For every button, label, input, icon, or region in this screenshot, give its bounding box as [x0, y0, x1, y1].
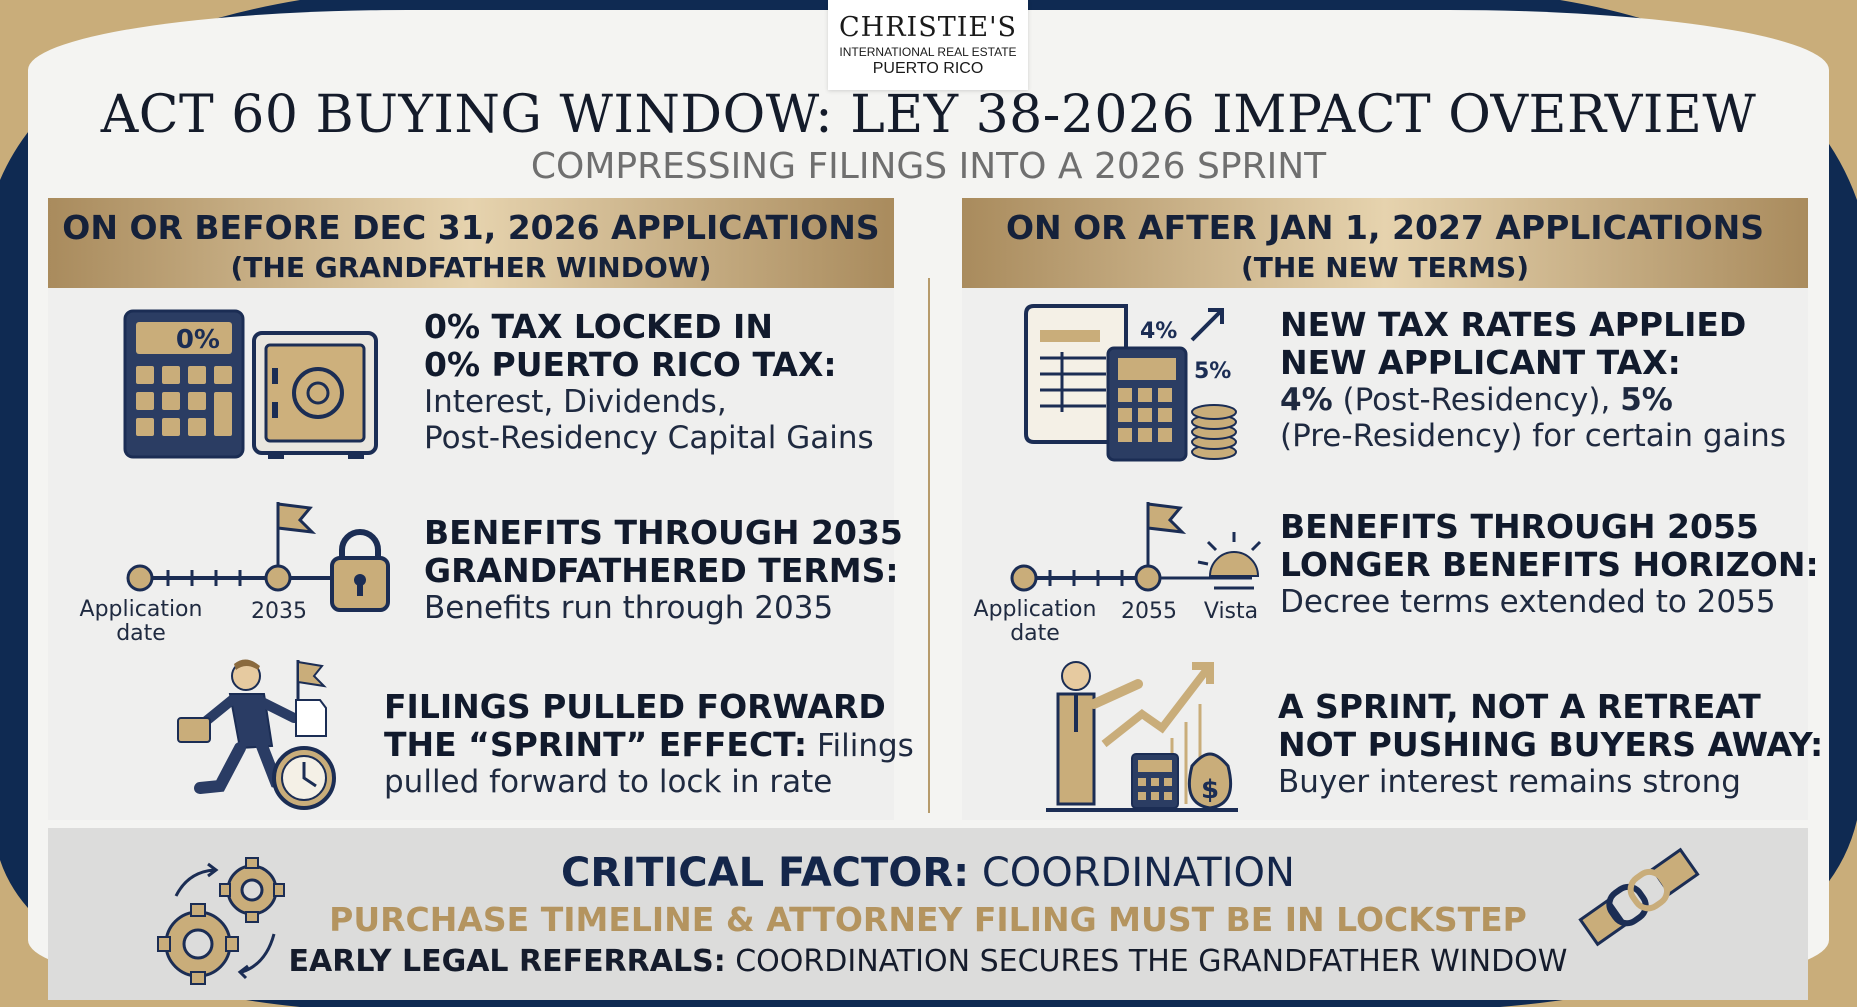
right-rate-4-note: (Post-Residency),: [1332, 382, 1621, 418]
page-title: ACT 60 BUYING WINDOW: LEY 38-2026 IMPACT…: [100, 85, 1757, 145]
calculator-label: 0%: [176, 325, 220, 355]
left-timeline-start-label: Application date: [79, 597, 203, 646]
right-timeline-end-label: Vista: [1203, 599, 1259, 624]
footer-referrals-label: EARLY LEGAL REFERRALS:: [288, 944, 726, 979]
rate-tag-4: 4%: [1140, 319, 1177, 344]
rate-tag-5: 5%: [1194, 359, 1231, 384]
left-row-1: 0% TAX LOCKED IN 0% PUERTO RICO TAX: Int…: [424, 307, 874, 457]
right-row-1-title: NEW TAX RATES APPLIED: [1280, 305, 1747, 344]
right-row-3-subtitle: NOT PUSHING BUYERS AWAY:: [1278, 725, 1824, 764]
footer-critical-label: CRITICAL FACTOR:: [561, 850, 970, 896]
timeline-sunrise-icon: [1010, 502, 1262, 592]
left-column-header: ON OR BEFORE DEC 31, 2026 APPLICATIONS (…: [48, 198, 894, 288]
left-row-2: BENEFITS THROUGH 2035 GRANDFATHERED TERM…: [424, 513, 903, 627]
left-timeline-end-label: 2035: [251, 599, 307, 624]
timeline-lock-icon: [126, 502, 390, 612]
right-row-1: NEW TAX RATES APPLIED NEW APPLICANT TAX:…: [1280, 305, 1786, 455]
logo-line3: PUERTO RICO: [872, 60, 984, 77]
left-row-1-body1: Interest, Dividends,: [424, 384, 727, 420]
footer-line2: PURCHASE TIMELINE & ATTORNEY FILING MUST…: [329, 900, 1527, 939]
left-row-3: FILINGS PULLED FORWARD THE “SPRINT” EFFE…: [384, 687, 914, 801]
handshake-chain-icon: [1578, 847, 1700, 947]
gears-icon: [157, 857, 285, 985]
right-row-1-subtitle: NEW APPLICANT TAX:: [1280, 343, 1681, 382]
right-timeline-start-label: Application date: [973, 597, 1097, 646]
left-row-2-subtitle: GRANDFATHERED TERMS:: [424, 551, 899, 590]
left-row-1-title: 0% TAX LOCKED IN: [424, 307, 773, 346]
growth-chart-businessman-icon: $: [1046, 661, 1238, 812]
left-row-3-subtitle: THE “SPRINT” EFFECT: Filings: [384, 725, 914, 765]
calculator-safe-icon: 0%: [123, 309, 378, 459]
left-row-2-body1: Benefits run through 2035: [424, 590, 834, 626]
logo-line2: INTERNATIONAL REAL ESTATE: [839, 45, 1017, 59]
right-row-3-body1: Buyer interest remains strong: [1278, 764, 1741, 800]
document-calculator-coins-icon: 4% 5%: [1024, 304, 1237, 462]
right-row-3-title: A SPRINT, NOT A RETREAT: [1278, 687, 1761, 726]
right-row-1-body1: 4% (Post-Residency), 5%: [1280, 382, 1786, 418]
christies-logo: CHRISTIE'S INTERNATIONAL REAL ESTATE PUE…: [828, 0, 1028, 90]
right-row-2-title: BENEFITS THROUGH 2055: [1280, 507, 1759, 546]
running-businessman-icon: [177, 659, 336, 810]
right-row-3: A SPRINT, NOT A RETREAT NOT PUSHING BUYE…: [1278, 687, 1824, 801]
right-rate-4: 4%: [1280, 382, 1333, 418]
right-row-2-body1: Decree terms extended to 2055: [1280, 584, 1776, 620]
footer-critical-value: COORDINATION: [969, 850, 1295, 896]
right-rate-5: 5%: [1620, 382, 1673, 418]
footer-line3: EARLY LEGAL REFERRALS: COORDINATION SECU…: [48, 944, 1808, 979]
right-timeline-mid-label: 2055: [1121, 599, 1177, 624]
left-row-3-subtitle-rest: Filings: [807, 728, 914, 764]
right-header-line1: ON OR AFTER JAN 1, 2027 APPLICATIONS: [1005, 208, 1765, 247]
svg-text:$: $: [1201, 775, 1219, 805]
left-header-line1: ON OR BEFORE DEC 31, 2026 APPLICATIONS: [62, 208, 880, 247]
left-row-3-title: FILINGS PULLED FORWARD: [384, 687, 886, 726]
column-divider: [928, 278, 930, 813]
left-row-1-body2: Post-Residency Capital Gains: [424, 420, 874, 456]
footer-line1: CRITICAL FACTOR: COORDINATION: [48, 850, 1808, 896]
page-subtitle: COMPRESSING FILINGS INTO A 2026 SPRINT: [530, 146, 1327, 187]
left-row-3-subtitle-bold: THE “SPRINT” EFFECT:: [384, 725, 808, 764]
right-column-header: ON OR AFTER JAN 1, 2027 APPLICATIONS (TH…: [962, 198, 1808, 288]
footer-panel: CRITICAL FACTOR: COORDINATION PURCHASE T…: [48, 828, 1808, 1000]
right-row-2-subtitle: LONGER BENEFITS HORIZON:: [1280, 545, 1819, 584]
footer-referrals-value: COORDINATION SECURES THE GRANDFATHER WIN…: [725, 944, 1568, 979]
right-header-line2: (THE NEW TERMS): [1240, 251, 1529, 284]
right-row-2: BENEFITS THROUGH 2055 LONGER BENEFITS HO…: [1280, 507, 1819, 621]
right-row-1-body2: (Pre-Residency) for certain gains: [1280, 418, 1786, 454]
logo-name: CHRISTIE'S: [839, 12, 1017, 43]
left-row-2-title: BENEFITS THROUGH 2035: [424, 513, 903, 552]
left-row-3-body1: pulled forward to lock in rate: [384, 764, 833, 800]
left-row-1-subtitle: 0% PUERTO RICO TAX:: [424, 345, 837, 384]
left-header-line2: (THE GRANDFATHER WINDOW): [230, 251, 712, 284]
